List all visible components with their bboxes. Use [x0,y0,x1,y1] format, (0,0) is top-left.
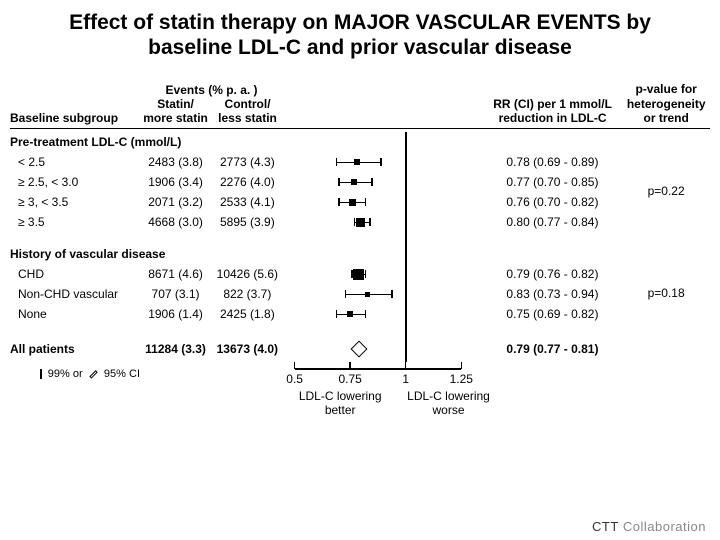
cell-control: 2276 (4.0) [211,175,283,189]
axis-area: 0.50.7511.25LDL-C loweringbetterLDL-C lo… [284,362,483,432]
section-pvalue: p=0.18 [622,286,710,300]
cell-rr: 0.83 (0.73 - 0.94) [483,287,623,301]
cell-rr: 0.80 (0.77 - 0.84) [483,215,623,229]
cell-statin: 8671 (4.6) [140,267,212,281]
row-label: ≥ 3.5 [10,215,140,229]
forest-plot-table: Baseline subgroup Events (% p. a. ) Stat… [0,65,720,432]
footer-logo: CTT Collaboration [592,519,706,534]
cell-control: 2533 (4.1) [211,195,283,209]
hdr-rr: RR (CI) per 1 mmol/L reduction in LDL-C [483,97,623,126]
table-row: CHD 8671 (4.6) 10426 (5.6) 0.79 (0.76 - … [10,264,710,284]
axis-tick-label: 0.75 [336,372,364,386]
cell-statin: 1906 (3.4) [140,175,212,189]
summary-control: 13673 (4.0) [211,342,283,356]
hdr-events: Events (% p. a. ) [140,83,284,97]
axis-tick-label: 1.25 [447,372,475,386]
axis-line [295,368,462,370]
table-row: Non-CHD vascular 707 (3.1) 822 (3.7) 0.8… [10,284,710,304]
cell-statin: 707 (3.1) [140,287,212,301]
spacer [10,232,710,244]
row-label: ≥ 3, < 3.5 [10,195,140,209]
cell-rr: 0.76 (0.70 - 0.82) [483,195,623,209]
hdr-control: Control/less statin [212,97,284,126]
rule [10,128,710,129]
axis-left-label: LDL-C loweringbetter [275,390,406,418]
hdr-statin: Statin/more statin [140,97,212,126]
axis-tick [349,362,351,369]
table-row: None 1906 (1.4) 2425 (1.8) 0.75 (0.69 - … [10,304,710,324]
cell-rr: 0.79 (0.76 - 0.82) [483,267,623,281]
axis-tick [461,362,463,369]
row-label: < 2.5 [10,155,140,169]
legend-square-icon [40,369,42,379]
row-label: Non-CHD vascular [10,287,140,301]
summary-row: All patients 11284 (3.3) 13673 (4.0) 0.7… [10,336,710,362]
hdr-pval: p-value for heterogeneity or trend [622,82,710,125]
table-row: ≥ 3.5 4668 (3.0) 5895 (3.9) 0.80 (0.77 -… [10,212,710,232]
cell-control: 2425 (1.8) [211,307,283,321]
row-label: ≥ 2.5, < 3.0 [10,175,140,189]
section-heading: History of vascular disease [10,244,710,264]
table-body: Baseline subgroup Events (% p. a. ) Stat… [10,65,710,432]
section-heading: Pre-treatment LDL-C (mmol/L) [10,132,710,152]
axis-tick-label: 1 [392,372,420,386]
cell-rr: 0.78 (0.69 - 0.89) [483,155,623,169]
cell-control: 2773 (4.3) [211,155,283,169]
spacer [10,324,710,336]
section-pvalue: p=0.22 [622,184,710,198]
axis-row: 99% or 95% CI 0.5 0.75 1 1.25 LDL-C lowering… [10,362,710,432]
cell-control: 10426 (5.6) [211,267,283,281]
cell-statin: 2071 (3.2) [140,195,212,209]
table-row: < 2.5 2483 (3.8) 2773 (4.3) 0.78 (0.69 -… [10,152,710,172]
legend-99: 99% or [48,368,83,380]
cell-rr: 0.75 (0.69 - 0.82) [483,307,623,321]
title: Effect of statin therapy on MAJOR VASCUL… [0,0,720,65]
legend: 99% or 95% CI [10,368,140,380]
cell-statin: 4668 (3.0) [140,215,212,229]
cell-rr: 0.77 (0.70 - 0.85) [483,175,623,189]
table-row: ≥ 3, < 3.5 2071 (3.2) 2533 (4.1) 0.76 (0… [10,192,710,212]
header-row: Baseline subgroup Events (% p. a. ) Stat… [10,65,710,125]
axis-tick [294,362,296,369]
cell-statin: 1906 (1.4) [140,307,212,321]
summary-rr: 0.79 (0.77 - 0.81) [483,342,623,356]
axis-right-label: LDL-C loweringworse [406,390,492,418]
row-label: CHD [10,267,140,281]
row-label: None [10,307,140,321]
table-row: ≥ 2.5, < 3.0 1906 (3.4) 2276 (4.0) 0.77 … [10,172,710,192]
axis-tick-label: 0.5 [281,372,309,386]
summary-statin: 11284 (3.3) [140,342,212,356]
cell-control: 5895 (3.9) [211,215,283,229]
cell-statin: 2483 (3.8) [140,155,212,169]
legend-95: 95% CI [104,368,140,380]
axis-tick [405,362,407,369]
legend-diamond-icon [89,370,98,379]
cell-control: 822 (3.7) [211,287,283,301]
hdr-subgroup: Baseline subgroup [10,111,140,125]
summary-label: All patients [10,342,140,356]
